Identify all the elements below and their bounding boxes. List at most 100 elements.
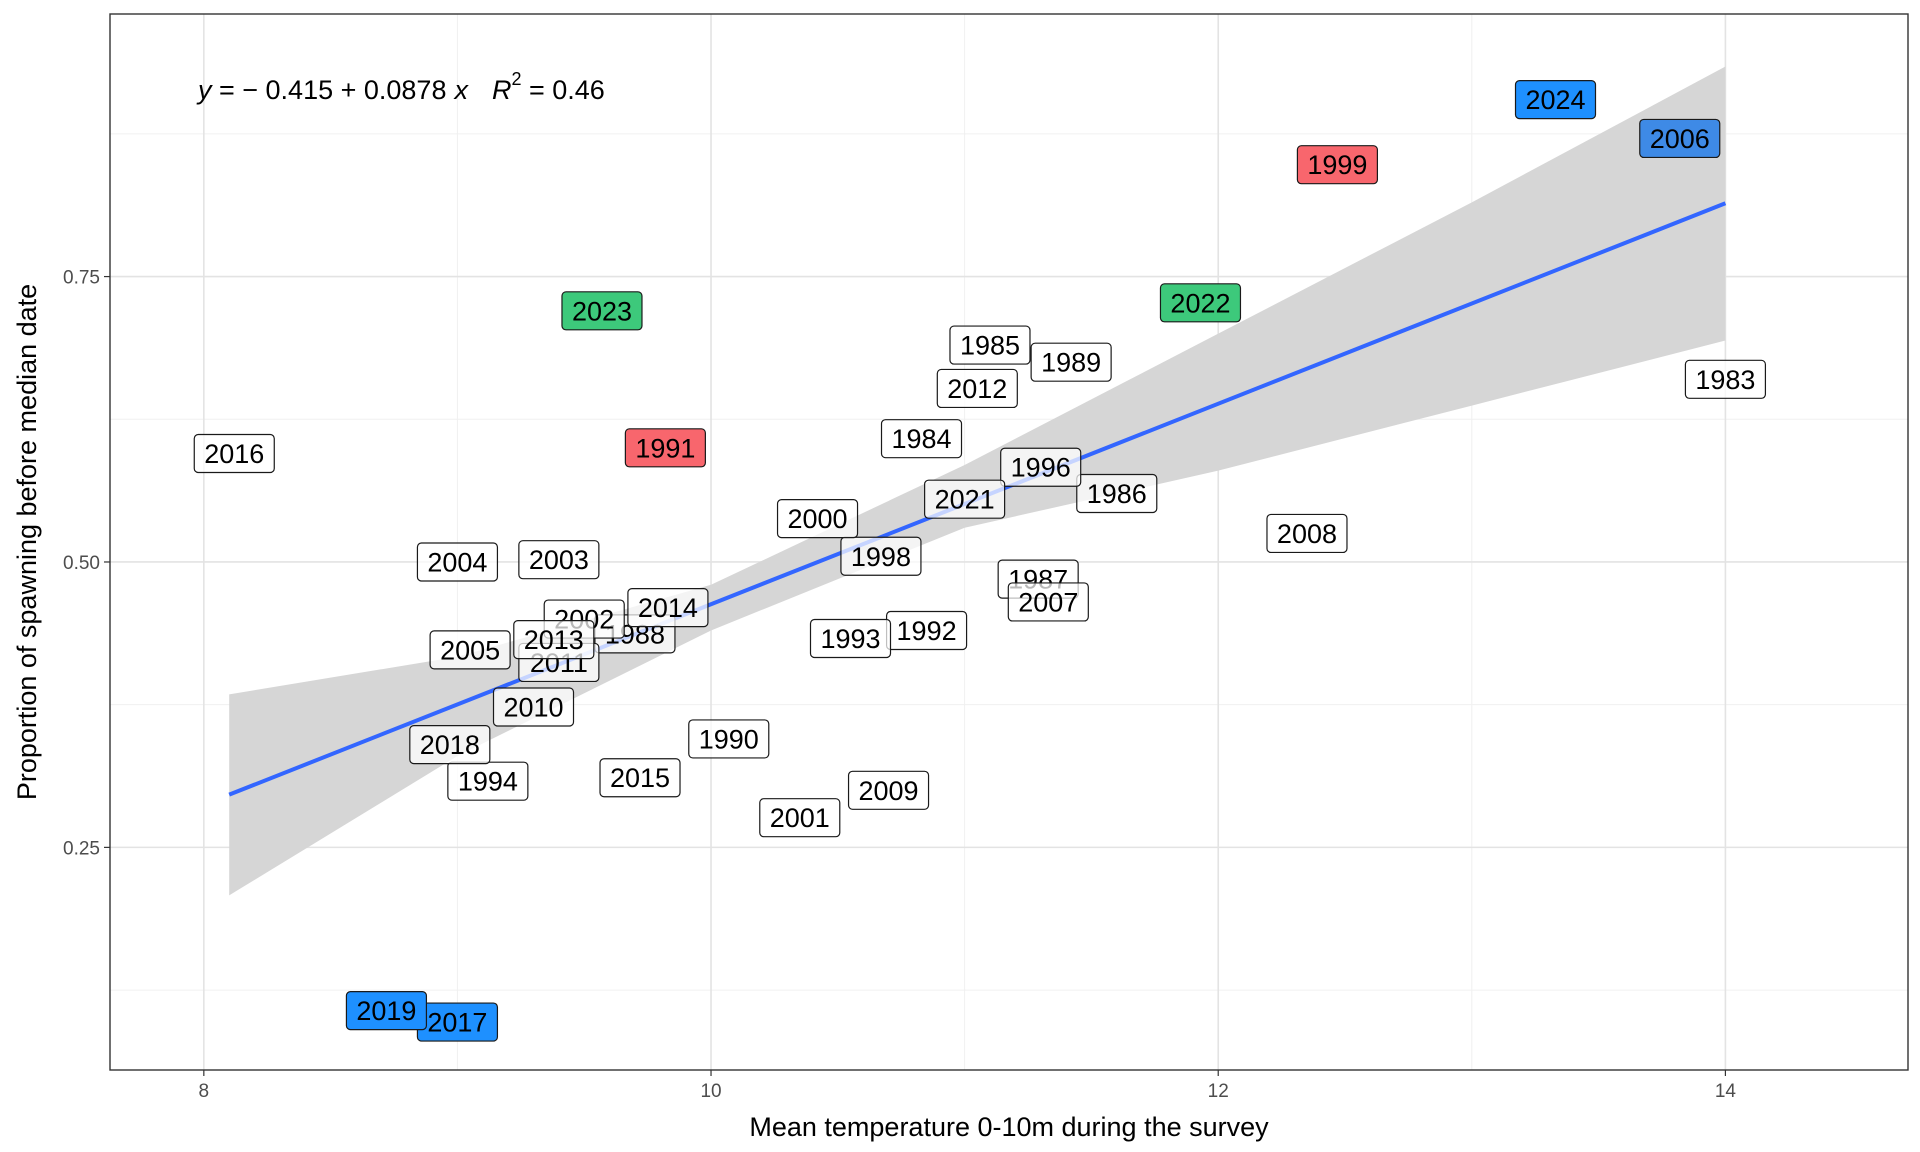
point-label-box <box>688 719 770 759</box>
point-label-text: 1991 <box>635 433 695 463</box>
r-squared-superscript: 2 <box>511 69 521 89</box>
point-label: 2009 <box>847 770 930 810</box>
point-label-box <box>1030 342 1112 382</box>
point-label: 2008 <box>1266 513 1348 554</box>
point-label: 2018 <box>409 725 491 765</box>
point-label-box <box>759 798 841 838</box>
point-label-text: 2006 <box>1650 124 1710 154</box>
point-label: 1999 <box>1296 145 1379 185</box>
point-label: 2012 <box>936 368 1018 409</box>
point-label-text: 2023 <box>572 296 632 326</box>
point-label-text: 2001 <box>770 803 830 833</box>
equation-x: x <box>452 75 469 105</box>
point-label-box <box>809 618 892 659</box>
point-label: 2015 <box>599 758 681 798</box>
r-squared-r: R <box>492 75 512 105</box>
point-label-text: 2015 <box>610 763 670 793</box>
point-label-box <box>513 620 595 660</box>
point-label: 2004 <box>416 542 499 582</box>
point-label-text: 2003 <box>529 545 589 575</box>
point-label: 1998 <box>840 536 922 576</box>
point-label-text: 1986 <box>1087 479 1147 509</box>
point-label-text: 2021 <box>935 485 995 515</box>
point-label-box <box>624 428 706 468</box>
point-label-box <box>949 325 1031 365</box>
point-label-box <box>409 725 491 765</box>
point-label-text: 2013 <box>524 625 584 655</box>
point-label-text: 1998 <box>851 542 911 572</box>
point-label-box <box>1684 359 1767 399</box>
point-label-box <box>429 630 511 670</box>
point-label-box <box>776 498 859 539</box>
point-label: 2005 <box>429 630 511 670</box>
point-label: 1983 <box>1684 359 1767 399</box>
point-label-text: 2018 <box>420 730 480 760</box>
point-label-text: 2022 <box>1170 288 1230 318</box>
y-tick-label: 0.25 <box>63 838 100 859</box>
point-label: 1994 <box>447 761 529 801</box>
point-label: 1996 <box>1000 447 1082 487</box>
point-label-box <box>1159 283 1242 323</box>
point-label: 2001 <box>759 798 841 838</box>
r-squared-value: = 0.46 <box>521 75 604 105</box>
point-label: 2003 <box>518 540 600 580</box>
point-label-text: 2004 <box>427 547 487 577</box>
point-label: 2007 <box>1007 582 1089 622</box>
point-label-text: 2012 <box>947 374 1007 404</box>
point-label-box <box>518 540 600 580</box>
point-label-text: 1999 <box>1307 150 1367 180</box>
x-tick-label: 12 <box>1208 1081 1229 1102</box>
point-label: 1989 <box>1030 342 1112 382</box>
y-tick-label: 0.75 <box>63 268 100 289</box>
x-tick-label: 8 <box>199 1081 210 1102</box>
point-label: 2022 <box>1159 283 1242 323</box>
point-label-text: 1996 <box>1011 453 1071 483</box>
grid-lines <box>110 14 1908 1070</box>
y-axis-title: Proportion of spawning before median dat… <box>12 284 42 800</box>
point-label: 1993 <box>809 618 892 659</box>
point-label-box <box>599 758 681 798</box>
point-label: 1986 <box>1076 473 1158 514</box>
point-label-text: 1992 <box>897 616 957 646</box>
x-axis-ticks: 8 10 12 14 <box>199 1070 1737 1102</box>
point-label-box <box>1296 145 1379 185</box>
point-label: 2016 <box>193 433 275 474</box>
point-label: 1985 <box>949 325 1031 365</box>
point-label-text: 2009 <box>859 776 919 806</box>
point-label-box <box>847 770 930 810</box>
point-label-text: 2017 <box>427 1008 487 1038</box>
point-label-text: 2007 <box>1018 587 1078 617</box>
point-label: 2024 <box>1514 80 1597 120</box>
point-label-text: 2008 <box>1277 519 1337 549</box>
point-label: 2019 <box>345 991 428 1031</box>
point-label-text: 2019 <box>356 996 416 1026</box>
x-tick-label: 10 <box>700 1081 721 1102</box>
point-label-text: 1985 <box>960 331 1020 361</box>
point-labels: 1983198419851986198719881989199019911992… <box>193 80 1767 1042</box>
point-label-box <box>1266 513 1348 554</box>
y-tick-label: 0.50 <box>63 553 100 574</box>
point-label-box <box>924 479 1006 519</box>
point-label-box <box>1000 447 1082 487</box>
point-label-text: 1993 <box>820 624 880 654</box>
point-label-text: 1994 <box>458 767 518 797</box>
equation-y: y <box>196 75 213 105</box>
point-label-box <box>561 291 643 331</box>
point-label-text: 1990 <box>699 724 759 754</box>
point-label-box <box>1639 118 1721 159</box>
point-label-text: 2005 <box>440 635 500 665</box>
point-label-text: 1989 <box>1041 348 1101 378</box>
x-tick-label: 14 <box>1715 1081 1737 1102</box>
point-label-box <box>1007 582 1089 622</box>
point-label-box <box>880 419 963 459</box>
point-label: 2014 <box>627 588 709 628</box>
panel-border <box>109 13 1909 1071</box>
point-label-box <box>345 991 428 1031</box>
point-label: 2023 <box>561 291 643 331</box>
point-label-text: 2016 <box>204 439 264 469</box>
point-label: 2017 <box>416 1002 499 1042</box>
regression-equation: y = − 0.415 + 0.0878 x R2 = 0.46 <box>196 69 605 105</box>
point-label-text: 2000 <box>787 504 847 534</box>
equation-terms: = − 0.415 + 0.0878 <box>212 75 447 105</box>
point-label-text: 2010 <box>503 692 563 722</box>
